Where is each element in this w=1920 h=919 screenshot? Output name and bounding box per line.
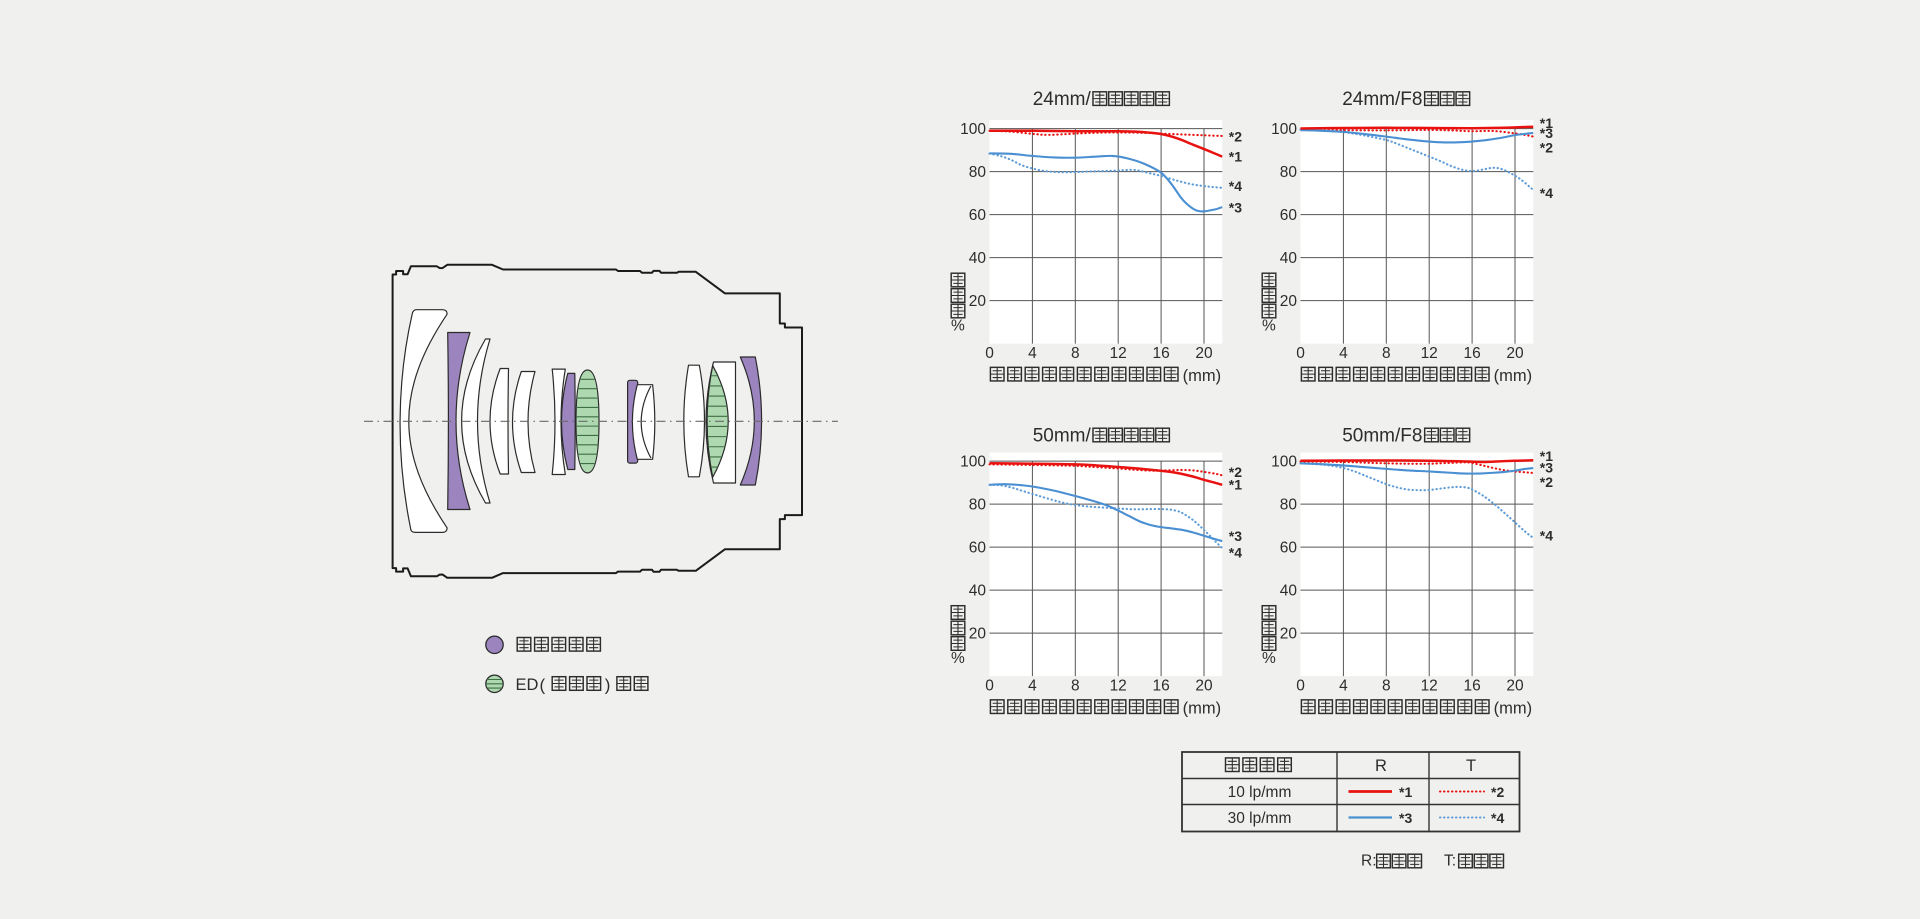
svg-text:8: 8 [1071, 677, 1080, 694]
svg-text:100: 100 [960, 121, 986, 138]
svg-text:16: 16 [1463, 677, 1480, 694]
svg-text:8: 8 [1382, 677, 1391, 694]
svg-text:12: 12 [1421, 345, 1438, 362]
svg-text:4: 4 [1028, 345, 1037, 362]
svg-text:R: R [1375, 757, 1387, 775]
svg-text:R:: R: [1361, 853, 1377, 870]
svg-text:20: 20 [1506, 677, 1524, 694]
svg-text:*4: *4 [1540, 528, 1553, 544]
svg-text:16: 16 [1152, 345, 1169, 362]
svg-text:30 lp/mm: 30 lp/mm [1228, 810, 1292, 827]
svg-text:8: 8 [1382, 345, 1391, 362]
svg-text:60: 60 [969, 207, 987, 224]
svg-text:*1: *1 [1229, 149, 1242, 165]
svg-text:0: 0 [985, 677, 994, 694]
svg-text:40: 40 [969, 582, 987, 599]
svg-text:12: 12 [1421, 677, 1438, 694]
svg-text:50mm/F8: 50mm/F8 [1342, 425, 1422, 446]
svg-text:24mm/F8: 24mm/F8 [1342, 89, 1422, 110]
svg-text:*4: *4 [1229, 178, 1242, 194]
svg-text:*4: *4 [1540, 185, 1553, 201]
svg-text:*3: *3 [1540, 125, 1553, 141]
svg-text:*1: *1 [1229, 477, 1242, 493]
svg-text:20: 20 [969, 625, 987, 642]
svg-text:*3: *3 [1540, 460, 1553, 476]
svg-text:4: 4 [1028, 677, 1037, 694]
svg-text:(mm): (mm) [1183, 699, 1221, 717]
svg-text:20: 20 [1195, 677, 1213, 694]
svg-text:12: 12 [1110, 677, 1127, 694]
svg-text:24mm/: 24mm/ [1033, 89, 1092, 110]
svg-text:): ) [605, 676, 611, 695]
svg-text:*2: *2 [1229, 129, 1242, 145]
svg-text:60: 60 [1280, 539, 1298, 556]
svg-text:80: 80 [1280, 164, 1298, 181]
svg-text:*3: *3 [1229, 200, 1242, 216]
svg-text:*2: *2 [1540, 474, 1553, 490]
svg-text:*2: *2 [1491, 784, 1504, 800]
svg-text:4: 4 [1339, 345, 1348, 362]
svg-text:16: 16 [1463, 345, 1480, 362]
svg-text:*4: *4 [1229, 545, 1242, 561]
svg-text:0: 0 [1296, 345, 1305, 362]
svg-text:40: 40 [1280, 250, 1298, 267]
svg-text:(mm): (mm) [1494, 367, 1532, 385]
svg-text:20: 20 [1280, 293, 1298, 310]
svg-text:ED: ED [516, 676, 539, 694]
svg-text:20: 20 [969, 293, 987, 310]
svg-text:%: % [1262, 318, 1276, 335]
svg-text:T:: T: [1444, 853, 1456, 870]
svg-text:*3: *3 [1229, 528, 1242, 544]
svg-text:%: % [951, 318, 965, 335]
svg-text:20: 20 [1280, 625, 1298, 642]
svg-text:(mm): (mm) [1183, 367, 1221, 385]
svg-text:(: ( [540, 676, 546, 695]
svg-text:%: % [1262, 650, 1276, 667]
svg-text:100: 100 [1271, 453, 1297, 470]
svg-text:(mm): (mm) [1494, 699, 1532, 717]
svg-text:60: 60 [1280, 207, 1298, 224]
svg-text:T: T [1466, 757, 1476, 775]
svg-text:10 lp/mm: 10 lp/mm [1228, 784, 1292, 801]
svg-text:*2: *2 [1540, 140, 1553, 156]
svg-text:100: 100 [1271, 121, 1297, 138]
svg-text:%: % [951, 650, 965, 667]
svg-text:8: 8 [1071, 345, 1080, 362]
svg-text:40: 40 [1280, 582, 1298, 599]
svg-text:*3: *3 [1399, 810, 1412, 826]
svg-text:20: 20 [1506, 345, 1524, 362]
svg-text:80: 80 [969, 496, 987, 513]
svg-text:80: 80 [1280, 496, 1298, 513]
svg-text:50mm/: 50mm/ [1033, 425, 1092, 446]
svg-text:*1: *1 [1399, 784, 1412, 800]
svg-text:0: 0 [1296, 677, 1305, 694]
svg-text:12: 12 [1110, 345, 1127, 362]
svg-text:40: 40 [969, 250, 987, 267]
svg-text:*2: *2 [1229, 464, 1242, 480]
svg-text:80: 80 [969, 164, 987, 181]
svg-text:*4: *4 [1491, 810, 1504, 826]
svg-text:0: 0 [985, 345, 994, 362]
svg-text:100: 100 [960, 453, 986, 470]
svg-text:*1: *1 [1540, 448, 1553, 464]
svg-text:4: 4 [1339, 677, 1348, 694]
svg-text:60: 60 [969, 539, 987, 556]
svg-text:*1: *1 [1540, 115, 1553, 131]
svg-text:16: 16 [1152, 677, 1169, 694]
svg-text:20: 20 [1195, 345, 1213, 362]
